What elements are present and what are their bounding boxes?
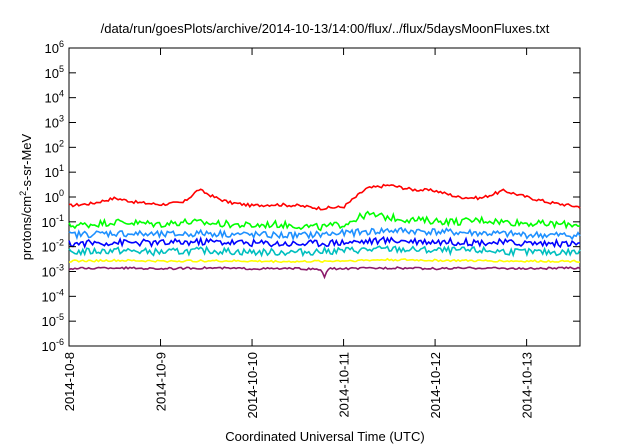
- series-line-2: [68, 210, 581, 232]
- series-layer: [68, 183, 581, 280]
- x-axis: 2014-10-8 2014-10-9 2014-10-10 2014-10-11 20…: [62, 48, 535, 419]
- chart-title: /data/run/goesPlots/archive/2014-10-13/1…: [101, 21, 550, 36]
- y-tick-label: 105: [45, 64, 64, 81]
- x-tick-label: 2014-10-10: [245, 352, 260, 419]
- y-tick-label: 10-1: [42, 213, 64, 230]
- series-line-5: [68, 244, 581, 258]
- x-tick-label: 2014-10-9: [154, 352, 169, 411]
- y-tick-label: 106: [45, 39, 64, 56]
- x-tick-label: 2014-10-13: [520, 352, 535, 419]
- y-axis-label: protons/cm2-s-sr-MeV: [18, 133, 34, 260]
- series-line-7: [68, 265, 581, 280]
- y-tick-label: 100: [45, 188, 64, 205]
- y-tick-label: 10-4: [42, 287, 64, 304]
- y-axis: 10-6 10-5 10-4 10-3 10-2 10-1 100 101 102 103 104 1…: [42, 39, 580, 354]
- y-tick-label: 10-2: [42, 238, 64, 255]
- series-line-3: [68, 226, 581, 242]
- y-tick-label: 10-5: [42, 312, 64, 329]
- x-tick-label: 2014-10-12: [428, 352, 443, 419]
- y-tick-label: 10-3: [42, 263, 64, 280]
- series-line-6: [68, 257, 581, 264]
- y-tick-label: 104: [45, 89, 64, 106]
- y-tick-label: 10-6: [42, 337, 64, 354]
- series-line-4: [68, 235, 581, 249]
- x-axis-label: Coordinated Universal Time (UTC): [225, 429, 424, 444]
- y-tick-label: 103: [45, 114, 64, 131]
- y-tick-label: 102: [45, 138, 64, 155]
- x-tick-label: 2014-10-11: [337, 352, 352, 418]
- x-tick-label: 2014-10-8: [62, 352, 77, 411]
- y-tick-label: 101: [45, 163, 64, 180]
- series-line-1: [68, 183, 581, 211]
- plot-frame: [68, 47, 581, 347]
